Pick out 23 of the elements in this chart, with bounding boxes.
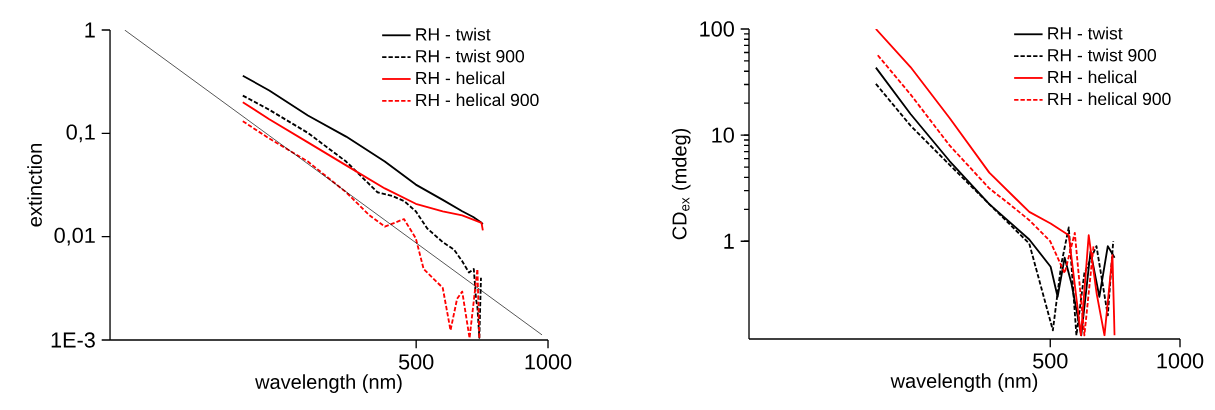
legend-label: RH - helical 900: [1048, 92, 1171, 106]
x-tick-label: 500: [398, 354, 434, 370]
y-tick-label: 1: [724, 233, 734, 249]
y-tick-label: 0,01: [54, 227, 95, 246]
y-axis-title: extinction: [27, 144, 42, 227]
legend-label: RH - twist: [416, 27, 491, 41]
x-tick-label: 1000: [1157, 353, 1204, 369]
y-tick-label: 10: [712, 127, 734, 143]
x-tick-label: 500: [1033, 353, 1068, 369]
legend-label: RH - twist: [1048, 26, 1123, 40]
x-tick-label: 1000: [525, 354, 572, 370]
y-tick-label: 100: [700, 21, 734, 37]
legend-label: RH - twist 900: [416, 49, 525, 63]
legend-label: RH - helical 900: [416, 93, 539, 107]
x-axis-title: wavelength (nm): [255, 374, 402, 393]
legend-label: RH - helical: [1048, 70, 1137, 84]
x-axis-title: wavelength (nm): [890, 373, 1038, 392]
legend-label: RH - helical: [416, 71, 505, 85]
y-tick-label: 1: [85, 22, 95, 38]
y-tick-label: 1E-3: [51, 332, 95, 348]
legend-label: RH - twist 900: [1048, 48, 1157, 62]
y-tick-label: 0,1: [66, 124, 95, 143]
y-axis-title: CD$_{ex}$ (mdeg): [671, 128, 691, 240]
